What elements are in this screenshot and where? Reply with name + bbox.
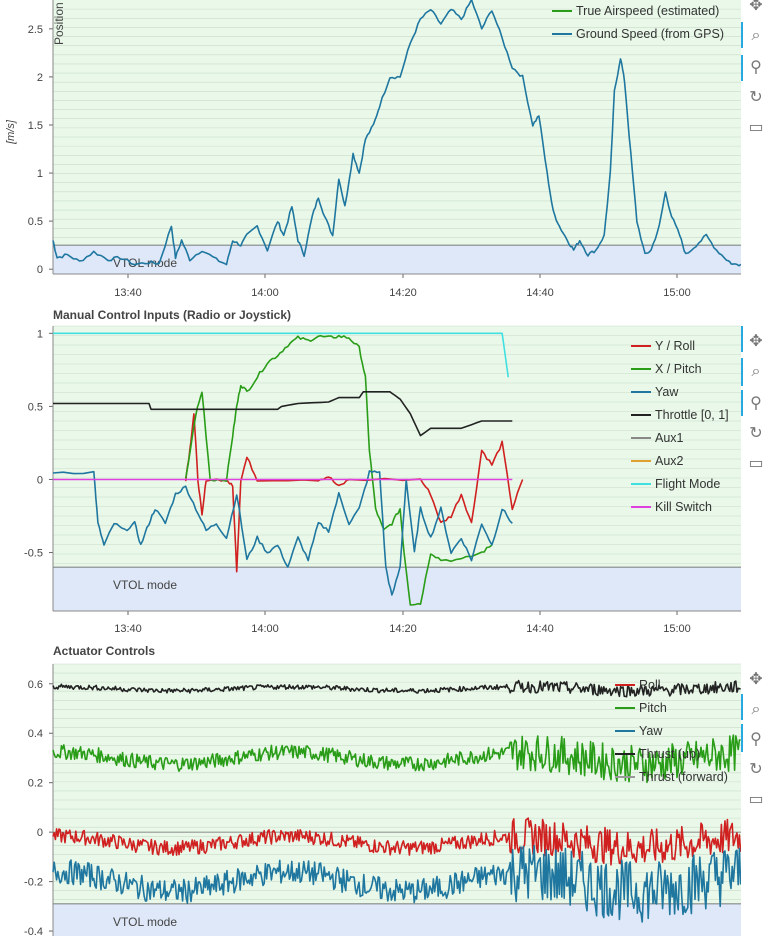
position-overlay-label: Position	[52, 2, 66, 45]
y-axis-label: [m/s]	[5, 119, 17, 145]
legend-label: Yaw	[639, 724, 663, 738]
box-zoom-icon[interactable]: ⌕	[751, 699, 761, 718]
toolbar-active-indicator	[741, 724, 743, 752]
legend-label: Y / Roll	[655, 339, 695, 353]
x-tick-label: 14:00	[251, 287, 279, 299]
legend-label: Yaw	[655, 385, 679, 399]
y-tick-label: 1.5	[28, 120, 43, 132]
y-tick-label: 2.5	[28, 24, 43, 36]
reset-icon[interactable]: ↻	[749, 423, 763, 442]
series-line-throttle-0-1-	[53, 391, 513, 437]
toolbar-active-indicator	[741, 326, 743, 352]
y-tick-label: 0.5	[28, 401, 43, 413]
legend-label: Aux1	[655, 431, 684, 445]
vtol-band	[53, 567, 741, 611]
pan-icon[interactable]: ✥	[749, 669, 763, 688]
y-tick-label: -0.2	[24, 877, 43, 889]
pan-icon[interactable]: ✥	[749, 0, 763, 14]
y-tick-label: 0	[37, 827, 43, 839]
series-line-y-roll	[184, 413, 524, 573]
toolbar-active-indicator	[741, 390, 743, 416]
toolbar-active-indicator	[741, 55, 743, 81]
save-icon[interactable]: ▭	[748, 789, 764, 808]
legend-label: Flight Mode	[655, 477, 720, 491]
box-zoom-icon[interactable]: ⌕	[751, 361, 761, 380]
x-tick-label: 15:00	[663, 623, 691, 635]
manual-control-panel: Manual Control Inputs (Radio or Joystick…	[0, 300, 773, 640]
vtol-mode-label: VTOL mode	[113, 578, 177, 592]
y-tick-label: 2	[37, 72, 43, 84]
actuator-chart: VTOL mode -0.4 -0.2 0 0.2 0.4 0.6 Roll Pitch Yaw T…	[24, 663, 741, 936]
panel-title: Manual Control Inputs (Radio or Joystick…	[53, 308, 292, 322]
legend-box	[610, 674, 740, 784]
save-icon[interactable]: ▭	[748, 117, 764, 136]
legend-label: Ground Speed (from GPS)	[576, 27, 724, 41]
legend-label: True Airspeed (estimated)	[576, 4, 719, 18]
y-tick-label: 0.2	[28, 778, 43, 790]
legend-label: X / Pitch	[655, 362, 702, 376]
y-tick-label: 1	[37, 328, 43, 340]
speed-toolbar: ✥ ⌕ ⚲ ↻ ▭	[741, 0, 773, 140]
y-tick-label: 0.4	[28, 728, 43, 740]
wheel-zoom-icon[interactable]: ⚲	[750, 57, 762, 76]
series-line-x-pitch	[184, 334, 493, 606]
series-line-yaw	[52, 844, 741, 923]
x-tick-label: 13:40	[114, 287, 142, 299]
panel-title: Actuator Controls	[53, 644, 155, 658]
manual-control-chart: VTOL mode -0.5 0 0.5 1 13:40 14:00 14:20 14:40 15…	[24, 325, 741, 635]
manual-control-toolbar: ✥ ⌕ ⚲ ↻ ▭	[741, 326, 773, 476]
series-line-yaw	[52, 470, 513, 596]
toolbar-active-indicator	[741, 358, 743, 386]
actuator-toolbar: ✥ ⌕ ⚲ ↻ ▭	[741, 664, 773, 814]
wheel-zoom-icon[interactable]: ⚲	[750, 393, 762, 412]
pan-icon[interactable]: ✥	[749, 331, 763, 350]
x-tick-label: 13:40	[114, 623, 142, 635]
y-tick-label: -0.5	[24, 548, 43, 560]
wheel-zoom-icon[interactable]: ⚲	[750, 729, 762, 748]
toolbar-active-indicator	[741, 694, 743, 720]
legend-label: Roll	[639, 678, 661, 692]
legend-label: Throttle [0, 1]	[655, 408, 729, 422]
reset-icon[interactable]: ↻	[749, 759, 763, 778]
speed-panel: VTOL mode 0 0.5 1 1.5 2 2.5 13:40 14:00 14:20 14:4…	[0, 0, 773, 300]
reset-icon[interactable]: ↻	[749, 87, 763, 106]
legend-label: Kill Switch	[655, 500, 712, 514]
legend-label: Thrust (forward)	[639, 770, 728, 784]
y-tick-label: 0	[37, 264, 43, 276]
series-line-pitch	[52, 734, 741, 784]
x-tick-label: 14:40	[526, 287, 554, 299]
series-line-flight-mode	[53, 332, 510, 378]
series-line-roll	[52, 817, 741, 866]
save-icon[interactable]: ▭	[748, 453, 764, 472]
toolbar-active-indicator	[741, 22, 743, 48]
legend-label: Aux2	[655, 454, 684, 468]
vtol-band	[53, 245, 741, 274]
y-tick-label: 1	[37, 168, 43, 180]
y-tick-label: -0.4	[24, 926, 43, 936]
vtol-band	[53, 903, 741, 936]
series-line-ground-speed-from-gps-	[52, 0, 741, 267]
y-tick-label: 0.5	[28, 216, 43, 228]
x-tick-label: 14:20	[389, 623, 417, 635]
series-line-thrust-up-	[52, 679, 741, 698]
vtol-mode-label: VTOL mode	[113, 915, 177, 929]
x-tick-label: 14:20	[389, 287, 417, 299]
y-tick-label: 0.6	[28, 679, 43, 691]
legend-label: Thrust (up)	[639, 747, 700, 761]
x-tick-label: 15:00	[663, 287, 691, 299]
y-tick-label: 0	[37, 474, 43, 486]
x-tick-label: 14:40	[526, 623, 554, 635]
x-tick-label: 14:00	[251, 623, 279, 635]
legend-label: Pitch	[639, 701, 667, 715]
box-zoom-icon[interactable]: ⌕	[751, 25, 761, 44]
actuator-panel: Actuator Controls VTOL mode -0.4 -0.2 0 0.2 0…	[0, 640, 773, 936]
